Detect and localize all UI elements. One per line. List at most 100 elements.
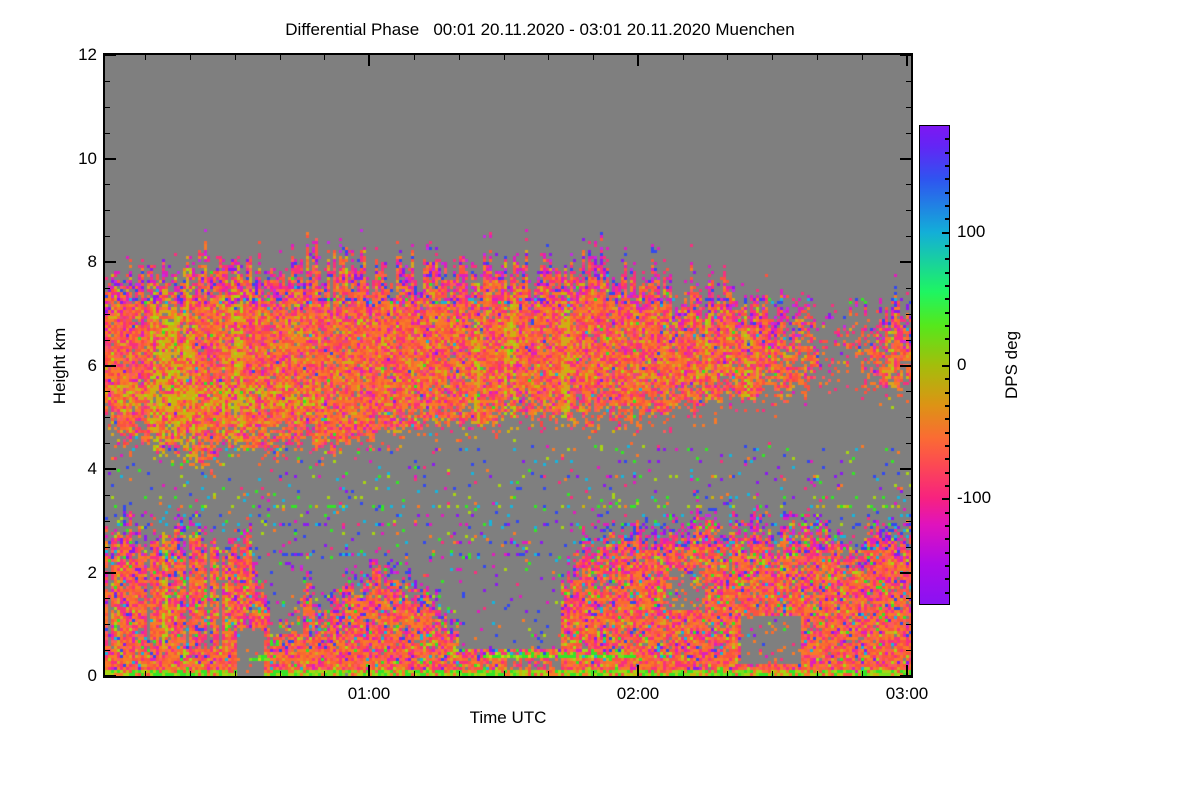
y-tick — [105, 597, 110, 599]
y-tick — [906, 209, 911, 211]
colorbar-tick — [945, 151, 949, 154]
x-tick — [682, 671, 684, 676]
colorbar-tick-label: -100 — [957, 488, 992, 508]
x-tick — [592, 671, 594, 676]
y-tick — [105, 209, 110, 211]
y-tick — [906, 339, 911, 341]
y-tick-label: 10 — [78, 149, 97, 168]
x-tick — [816, 671, 818, 676]
colorbar-tick — [945, 338, 949, 341]
x-tick-label: 01:00 — [347, 684, 391, 703]
colorbar-tick — [945, 471, 949, 474]
y-tick-label: 2 — [87, 563, 97, 582]
colorbar-tick — [942, 231, 949, 234]
y-tick — [906, 390, 911, 392]
y-tick — [906, 132, 911, 134]
heatmap-canvas — [105, 55, 911, 676]
colorbar-tick — [945, 405, 949, 407]
y-tick — [906, 106, 911, 108]
y-tick — [105, 261, 116, 263]
colorbar-tick — [945, 311, 949, 314]
y-tick — [105, 313, 110, 315]
y-tick — [906, 235, 911, 237]
x-tick — [413, 55, 415, 60]
y-tick — [105, 468, 116, 470]
x-tick — [189, 671, 191, 676]
colorbar-tick — [945, 538, 949, 541]
y-tick-label: 8 — [87, 252, 97, 271]
y-tick — [906, 442, 911, 444]
y-tick — [105, 572, 116, 574]
y-tick — [105, 158, 116, 160]
x-tick — [816, 55, 818, 60]
y-tick — [105, 183, 110, 185]
colorbar-tick — [945, 165, 949, 167]
y-tick — [900, 675, 911, 677]
x-tick — [368, 55, 370, 66]
colorbar-tick — [945, 458, 949, 461]
colorbar-tick — [945, 245, 949, 247]
y-tick — [906, 416, 911, 418]
colorbar-tick — [945, 191, 949, 194]
y-tick — [105, 132, 110, 134]
x-tick — [368, 665, 370, 676]
colorbar-tick — [945, 351, 949, 354]
colorbar-tick — [945, 178, 949, 181]
y-tick-label: 6 — [87, 356, 97, 375]
colorbar-tick — [945, 445, 949, 447]
x-tick — [458, 671, 460, 676]
y-tick — [105, 546, 110, 548]
x-tick — [279, 55, 281, 60]
colorbar-tick — [945, 565, 949, 567]
y-tick — [105, 365, 116, 367]
y-tick — [906, 623, 911, 625]
colorbar-tick — [945, 485, 949, 487]
colorbar-tick — [945, 378, 949, 381]
colorbar-tick — [945, 511, 949, 514]
colorbar-tick — [945, 298, 949, 301]
x-tick — [413, 671, 415, 676]
y-tick — [906, 80, 911, 82]
y-tick — [105, 623, 110, 625]
y-tick — [105, 520, 110, 522]
colorbar-tick — [945, 578, 949, 581]
colorbar-tick — [945, 205, 949, 207]
y-tick — [906, 546, 911, 548]
x-tick — [771, 671, 773, 676]
x-tick — [323, 55, 325, 60]
colorbar-tick — [942, 498, 949, 501]
y-tick — [900, 158, 911, 160]
x-tick — [547, 671, 549, 676]
x-tick — [771, 55, 773, 60]
x-tick — [726, 55, 728, 60]
y-tick — [906, 520, 911, 522]
y-tick — [900, 365, 911, 367]
y-tick — [906, 649, 911, 651]
colorbar-tick — [945, 418, 949, 421]
x-tick — [906, 665, 908, 676]
colorbar-tick — [945, 218, 949, 221]
x-tick — [861, 671, 863, 676]
y-tick-label: 4 — [87, 459, 97, 478]
y-tick — [105, 339, 110, 341]
y-tick — [105, 80, 110, 82]
colorbar-tick — [945, 391, 949, 394]
y-tick-label: 0 — [87, 666, 97, 685]
x-axis-label: Time UTC — [469, 708, 547, 727]
y-tick — [906, 313, 911, 315]
colorbar — [919, 125, 950, 605]
x-tick — [906, 55, 908, 66]
x-tick — [637, 55, 639, 66]
x-tick — [682, 55, 684, 60]
x-tick — [592, 55, 594, 60]
y-tick — [900, 261, 911, 263]
y-tick — [105, 106, 110, 108]
y-tick-label: 12 — [78, 45, 97, 64]
y-tick — [906, 597, 911, 599]
x-tick-label: 03:00 — [885, 684, 929, 703]
colorbar-tick — [945, 325, 949, 327]
plot-area — [103, 53, 913, 678]
x-tick — [234, 671, 236, 676]
x-tick — [547, 55, 549, 60]
y-tick — [105, 494, 110, 496]
